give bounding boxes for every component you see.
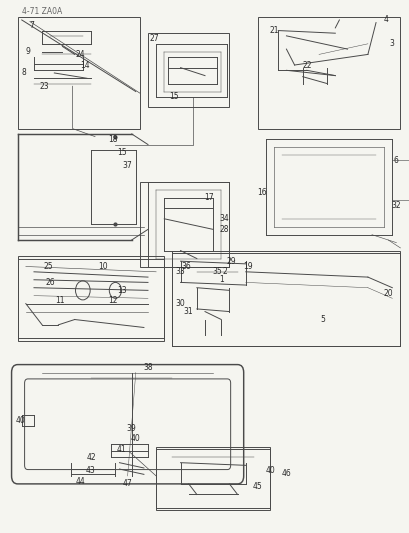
Bar [257, 17, 400, 128]
Text: 7: 7 [29, 21, 34, 30]
Text: 3: 3 [389, 39, 394, 49]
Text: 12: 12 [108, 296, 118, 305]
Text: 17: 17 [204, 193, 213, 202]
Text: 23: 23 [39, 82, 49, 91]
Text: 24: 24 [76, 50, 85, 59]
Text: 1: 1 [218, 275, 223, 284]
Text: 37: 37 [122, 161, 132, 170]
Text: 13: 13 [117, 286, 126, 295]
Text: 34: 34 [219, 214, 229, 223]
Text: 19: 19 [243, 262, 252, 271]
Text: 9: 9 [25, 47, 30, 56]
Text: 41: 41 [117, 445, 126, 454]
Text: 30: 30 [175, 299, 185, 308]
Text: 33: 33 [175, 268, 185, 276]
Text: 4-71 ZA0A: 4-71 ZA0A [22, 7, 62, 15]
Bar [139, 182, 229, 266]
Text: 39: 39 [126, 424, 136, 433]
Bar [156, 447, 270, 511]
Bar [18, 256, 164, 341]
Text: 20: 20 [382, 288, 392, 297]
Text: 25: 25 [43, 262, 53, 271]
Text: 47: 47 [122, 479, 132, 488]
Text: 44: 44 [76, 477, 85, 486]
Text: 27: 27 [149, 34, 159, 43]
Text: 14: 14 [80, 61, 90, 69]
Text: 38: 38 [143, 363, 153, 372]
Text: 21: 21 [269, 26, 278, 35]
Text: 22: 22 [301, 61, 311, 69]
Text: 15: 15 [169, 92, 179, 101]
Text: 35: 35 [212, 268, 222, 276]
Text: 11: 11 [56, 296, 65, 305]
Text: 40: 40 [16, 416, 26, 425]
Text: 42: 42 [86, 453, 96, 462]
Text: 8: 8 [21, 68, 26, 77]
Bar [148, 33, 229, 108]
Text: 26: 26 [45, 278, 55, 287]
Text: 28: 28 [219, 225, 229, 234]
Text: 43: 43 [86, 466, 96, 475]
Text: 18: 18 [108, 135, 118, 144]
Text: 45: 45 [252, 482, 262, 491]
Text: 36: 36 [181, 262, 191, 271]
Text: 2: 2 [222, 268, 227, 276]
Text: 16: 16 [256, 188, 266, 197]
Text: 4: 4 [383, 15, 388, 25]
Text: 5: 5 [320, 315, 325, 324]
Text: 31: 31 [184, 307, 193, 316]
Text: 40: 40 [130, 434, 140, 443]
Text: 29: 29 [226, 257, 236, 265]
Text: 6: 6 [393, 156, 398, 165]
Text: 15: 15 [117, 148, 126, 157]
Bar [18, 17, 139, 128]
Text: 32: 32 [391, 201, 400, 210]
Bar [172, 251, 400, 346]
Text: 10: 10 [98, 262, 108, 271]
Text: 40: 40 [265, 466, 274, 475]
Text: 46: 46 [281, 469, 291, 478]
